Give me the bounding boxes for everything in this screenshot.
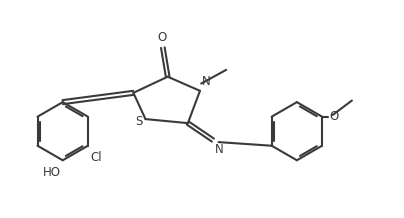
- Text: HO: HO: [43, 165, 61, 179]
- Text: N: N: [215, 143, 223, 156]
- Text: Cl: Cl: [90, 151, 101, 164]
- Text: O: O: [329, 110, 339, 123]
- Text: S: S: [135, 115, 143, 128]
- Text: N: N: [202, 75, 210, 88]
- Text: O: O: [158, 31, 167, 44]
